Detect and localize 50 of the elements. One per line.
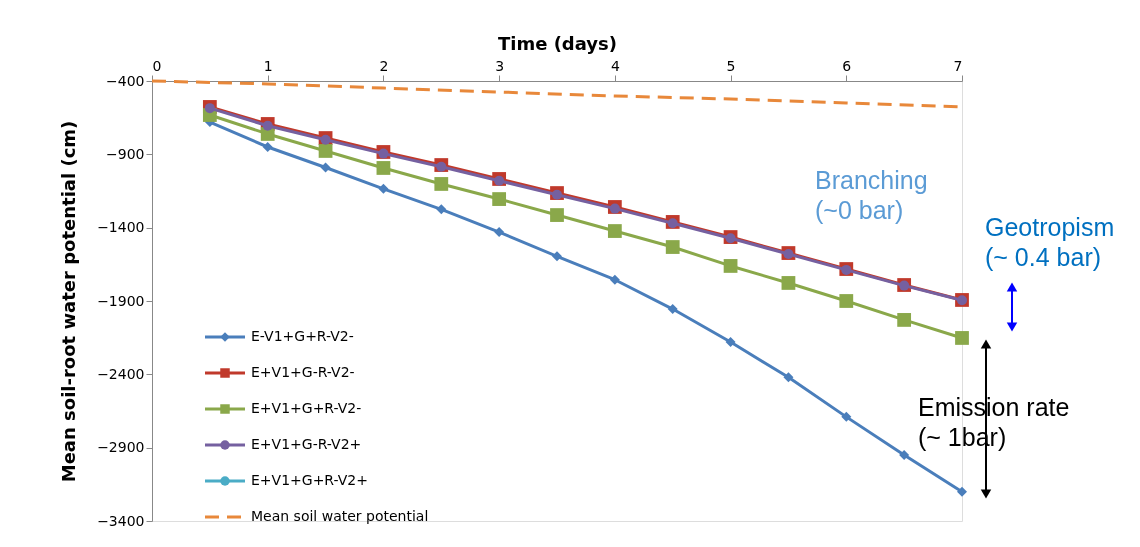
point [378,183,389,194]
point [957,486,967,497]
legend-label: E+V1+G+R-V2- [251,400,362,416]
y-tick-label: −900 [106,145,145,162]
point [665,240,680,254]
legend-label: E+V1+G-R-V2- [251,364,355,380]
point [781,276,796,290]
x-tick-label: 2 [379,57,389,74]
y-tick-label: −2900 [97,439,145,456]
y-tick-label: −2400 [97,365,145,382]
x-tick-label: 6 [842,57,852,74]
y-tick-label: −1900 [97,292,145,309]
point [320,162,331,173]
point [783,372,794,383]
point [955,331,969,345]
annotation: Branching (~0 bar) [815,166,928,224]
point [494,227,505,238]
point [607,224,622,238]
point [434,177,449,191]
point [436,204,447,215]
x-tick-label: 1 [263,57,273,74]
y-tick-label: −1400 [97,219,145,236]
legend-label: E-V1+G+R-V2- [251,328,354,344]
point [839,294,854,308]
point [376,161,391,175]
point [552,251,562,262]
x-tick-label: 0 [152,57,162,74]
point [667,304,678,315]
point [550,208,564,222]
point [841,411,852,422]
x-tick-label: 4 [610,57,620,74]
point [725,337,736,348]
x-axis-title: Time (days) [497,32,618,54]
y-tick-label: −3400 [97,512,145,529]
point [318,144,333,158]
legend-label: E+V1+G+R-V2+ [251,472,368,488]
legend-label: Mean soil water potential [251,508,429,524]
legend-label: E+V1+G-R-V2+ [251,436,362,452]
x-tick-label: 7 [953,57,963,74]
y-tick-label: −400 [106,72,145,89]
point [492,192,507,206]
y-axis-title: Mean soil-root water potential (cm) [58,120,80,483]
point [723,259,738,273]
point [897,313,912,327]
x-tick-label: 3 [495,57,505,74]
x-tick-label: 5 [726,57,736,74]
point [609,274,620,285]
point [899,450,910,460]
point [262,142,273,152]
text: Geotropism (~ 0.4 bar) [985,213,1115,271]
